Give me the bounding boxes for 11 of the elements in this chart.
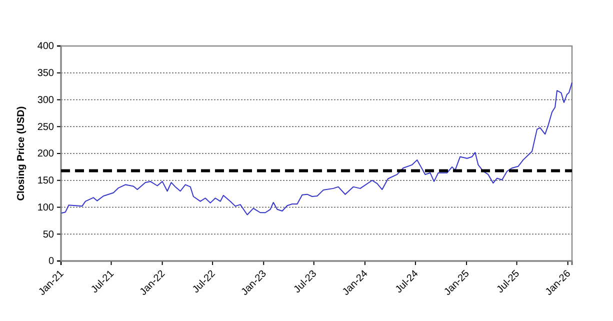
- y-tick-label: 300: [37, 94, 54, 106]
- y-tick-label: 350: [37, 68, 54, 80]
- line-series: [60, 82, 572, 216]
- y-tick-label: 100: [37, 202, 54, 214]
- y-tick-label: 400: [37, 41, 54, 52]
- y-axis-title: Closing Price (USD): [16, 106, 27, 201]
- y-tick-label: 250: [37, 122, 54, 133]
- y-tick-label: 50: [42, 229, 54, 240]
- y-tick-label: 200: [37, 148, 54, 160]
- y-tick-label: 150: [37, 176, 54, 187]
- y-tick-label: 0: [48, 256, 54, 268]
